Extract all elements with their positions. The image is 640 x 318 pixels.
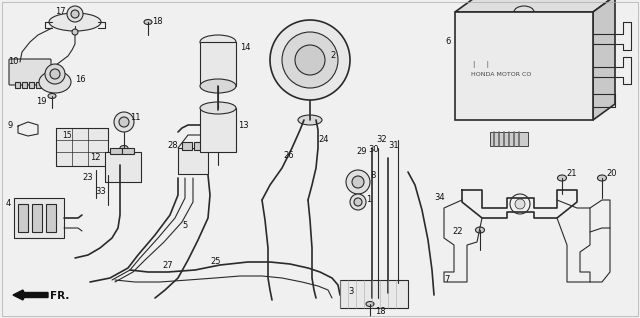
Text: 22: 22	[452, 227, 463, 237]
Circle shape	[45, 64, 65, 84]
Text: 31: 31	[388, 141, 399, 149]
Polygon shape	[455, 0, 615, 12]
Ellipse shape	[49, 13, 101, 31]
Ellipse shape	[144, 19, 152, 24]
Ellipse shape	[366, 301, 374, 307]
Ellipse shape	[200, 35, 236, 49]
Circle shape	[282, 32, 338, 88]
Circle shape	[50, 69, 60, 79]
Text: 30: 30	[368, 146, 379, 155]
FancyBboxPatch shape	[9, 59, 51, 85]
Circle shape	[354, 198, 362, 206]
Text: 29: 29	[356, 148, 367, 156]
Bar	[178, 148, 208, 174]
Bar	[182, 142, 192, 150]
Ellipse shape	[39, 71, 71, 93]
Bar	[200, 42, 236, 86]
Text: 20: 20	[606, 169, 616, 178]
Bar	[36, 82, 41, 88]
Text: FR.: FR.	[50, 291, 69, 301]
Text: HONDA MOTOR CO: HONDA MOTOR CO	[471, 72, 531, 77]
Text: 26: 26	[283, 150, 294, 160]
Bar	[465, 24, 583, 110]
Text: 1: 1	[366, 196, 371, 204]
Text: 12: 12	[90, 153, 100, 162]
Text: 18: 18	[152, 17, 163, 26]
Circle shape	[352, 176, 364, 188]
Bar	[14, 198, 64, 238]
Ellipse shape	[200, 102, 236, 114]
Bar	[105, 152, 141, 182]
Bar	[18, 204, 28, 232]
Bar	[46, 204, 56, 232]
Circle shape	[71, 10, 79, 18]
Bar	[22, 82, 27, 88]
Text: |     |: | |	[473, 60, 489, 67]
Bar	[194, 142, 204, 150]
Text: 17: 17	[55, 8, 66, 17]
Text: 7: 7	[444, 275, 449, 285]
Bar	[15, 82, 20, 88]
Ellipse shape	[298, 115, 322, 125]
FancyArrow shape	[13, 290, 48, 300]
Text: 13: 13	[238, 121, 248, 129]
Circle shape	[114, 112, 134, 132]
Text: 4: 4	[6, 199, 12, 209]
Text: 9: 9	[8, 121, 13, 129]
Ellipse shape	[48, 93, 56, 99]
Circle shape	[72, 29, 78, 35]
Text: 25: 25	[210, 258, 221, 266]
Text: 23: 23	[82, 174, 93, 183]
Ellipse shape	[200, 79, 236, 93]
Circle shape	[270, 20, 350, 100]
Bar	[110, 148, 122, 154]
Text: 33: 33	[95, 188, 106, 197]
Text: 18: 18	[375, 308, 386, 316]
Text: 2: 2	[330, 51, 335, 59]
Ellipse shape	[598, 175, 607, 181]
Text: 15: 15	[62, 130, 72, 140]
Text: 6: 6	[445, 38, 451, 46]
Text: 19: 19	[36, 98, 47, 107]
Circle shape	[350, 194, 366, 210]
Bar	[56, 128, 108, 166]
Bar	[29, 82, 34, 88]
Text: 32: 32	[376, 135, 387, 144]
Text: 8: 8	[370, 170, 376, 179]
Bar	[340, 280, 408, 308]
Polygon shape	[593, 0, 615, 120]
Ellipse shape	[120, 146, 128, 150]
Bar	[490, 132, 528, 146]
Bar	[32, 204, 42, 232]
Text: 34: 34	[434, 193, 445, 203]
Text: 28: 28	[167, 141, 178, 149]
Circle shape	[346, 170, 370, 194]
Bar	[122, 148, 134, 154]
Bar	[200, 108, 236, 152]
Text: 5: 5	[182, 220, 188, 230]
Circle shape	[119, 117, 129, 127]
Circle shape	[295, 45, 325, 75]
Text: 14: 14	[240, 44, 250, 52]
Ellipse shape	[476, 227, 484, 233]
Bar	[455, 12, 593, 120]
Ellipse shape	[557, 175, 566, 181]
Text: 24: 24	[318, 135, 328, 144]
Text: 3: 3	[348, 287, 353, 296]
Text: 11: 11	[130, 114, 141, 122]
Text: 21: 21	[566, 169, 577, 178]
Circle shape	[515, 199, 525, 209]
Text: 10: 10	[8, 58, 19, 66]
Circle shape	[67, 6, 83, 22]
Text: 16: 16	[75, 75, 86, 85]
Text: 27: 27	[162, 260, 173, 269]
